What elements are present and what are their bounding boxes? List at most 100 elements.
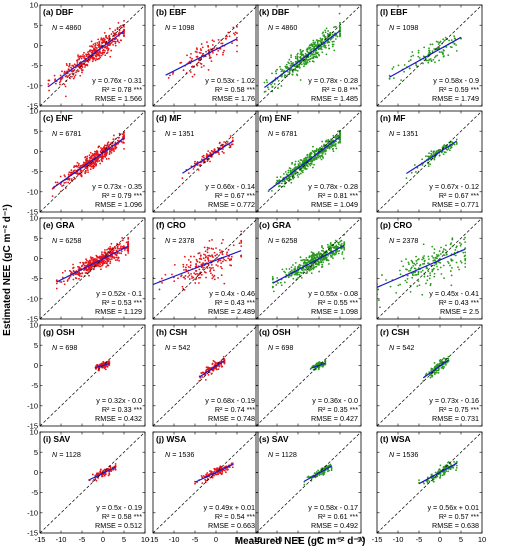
data-point <box>213 40 215 43</box>
data-point <box>316 253 319 256</box>
data-point <box>212 470 214 473</box>
x-axis-label: Measured NEE (gC m⁻² d⁻¹) <box>235 536 366 547</box>
panel-rmse: RMSE = 0.432 <box>95 414 142 423</box>
regression-line <box>182 140 234 174</box>
data-point <box>72 278 75 281</box>
regression-line <box>310 362 326 369</box>
data-point <box>302 166 305 169</box>
data-point <box>431 50 434 53</box>
data-point <box>184 274 187 277</box>
data-point <box>289 270 292 273</box>
data-point <box>201 482 204 485</box>
data-point <box>305 259 307 262</box>
data-point <box>332 40 335 43</box>
data-point <box>113 33 116 36</box>
data-point <box>411 51 414 53</box>
plot-area <box>40 432 145 533</box>
data-point <box>464 251 467 254</box>
data-point <box>229 135 232 137</box>
data-point <box>304 61 307 63</box>
data-point <box>305 164 308 167</box>
data-point <box>309 46 312 49</box>
panel-rmse: RMSE = 0.748 <box>208 414 255 423</box>
data-point <box>108 27 111 30</box>
data-point <box>327 146 330 148</box>
panel-equation: y = 0.76x - 0.31 <box>92 76 142 85</box>
data-point <box>68 269 71 272</box>
data-point <box>339 21 341 24</box>
data-point <box>99 51 102 54</box>
data-point <box>209 268 212 271</box>
x-tick-label: 5 <box>235 535 239 544</box>
data-point <box>439 464 442 467</box>
data-point <box>266 81 269 84</box>
data-point <box>408 270 410 272</box>
data-point <box>425 155 427 158</box>
data-point <box>318 270 321 273</box>
data-point <box>234 33 236 36</box>
data-point <box>292 71 294 73</box>
data-point <box>439 358 442 361</box>
data-point <box>100 41 103 44</box>
data-point <box>66 279 69 281</box>
data-point <box>300 51 303 54</box>
data-point <box>101 51 104 54</box>
data-point <box>339 26 341 29</box>
data-point <box>199 62 202 65</box>
data-point <box>336 35 339 38</box>
panel-r2: R² = 0.67 *** <box>215 191 255 200</box>
data-point <box>405 281 408 284</box>
data-point <box>443 366 446 368</box>
data-point <box>388 78 391 80</box>
data-point <box>207 259 210 262</box>
data-point <box>221 42 224 45</box>
data-point <box>287 169 290 172</box>
data-point <box>72 263 74 266</box>
data-point <box>323 150 326 153</box>
x-tick-label: -15 <box>251 535 262 544</box>
data-point <box>427 270 430 273</box>
data-point <box>308 60 311 63</box>
data-point <box>103 144 106 147</box>
x-tick-label: 10 <box>357 535 365 544</box>
data-point <box>190 59 193 62</box>
data-point <box>294 261 297 264</box>
data-point <box>324 152 327 155</box>
data-point <box>306 156 309 159</box>
data-point <box>72 269 75 272</box>
data-point <box>194 273 197 276</box>
data-point <box>107 264 110 267</box>
data-point <box>201 371 204 374</box>
data-point <box>429 272 431 275</box>
data-point <box>312 41 315 44</box>
data-point <box>83 55 86 57</box>
data-point <box>328 249 331 252</box>
data-point <box>116 27 119 30</box>
data-point <box>334 143 337 145</box>
data-point <box>442 38 444 41</box>
data-point <box>283 74 286 77</box>
data-point <box>86 155 89 158</box>
data-point <box>337 252 340 255</box>
data-point <box>431 245 434 248</box>
data-point <box>339 28 341 31</box>
y-tick-label: -15 <box>27 208 38 217</box>
panel-equation: y = 0.53x - 1.02 <box>205 76 255 85</box>
data-point <box>312 53 315 56</box>
data-point <box>433 272 436 275</box>
data-point <box>114 141 117 144</box>
panel-n: N = 1536 <box>165 450 194 459</box>
data-point <box>99 155 102 158</box>
data-point <box>125 241 128 244</box>
data-point <box>279 176 282 178</box>
data-point <box>117 139 119 142</box>
data-point <box>212 360 215 362</box>
data-point <box>206 368 208 371</box>
data-point <box>109 55 112 58</box>
x-tick-label: -10 <box>169 535 180 544</box>
data-point <box>412 264 415 267</box>
data-point <box>377 288 380 291</box>
panel-frame <box>376 217 483 320</box>
data-point <box>449 468 452 470</box>
data-point <box>105 262 108 265</box>
